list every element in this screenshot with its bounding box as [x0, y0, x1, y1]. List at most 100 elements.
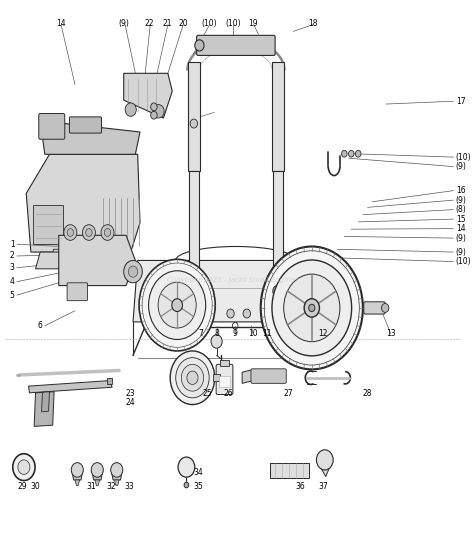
Text: (9): (9): [456, 162, 466, 171]
Circle shape: [227, 309, 234, 318]
Text: 32: 32: [106, 482, 116, 491]
Polygon shape: [59, 235, 136, 286]
FancyBboxPatch shape: [69, 117, 101, 133]
Text: (9): (9): [456, 234, 466, 242]
Circle shape: [341, 151, 347, 157]
Text: 3: 3: [10, 263, 15, 272]
Text: (10): (10): [456, 257, 471, 266]
Text: 12: 12: [319, 329, 328, 338]
Circle shape: [190, 119, 198, 128]
Bar: [33, 204, 64, 244]
Text: 1: 1: [10, 240, 15, 249]
Circle shape: [91, 463, 103, 477]
Circle shape: [148, 271, 206, 339]
Bar: [213, 375, 220, 381]
Circle shape: [211, 335, 222, 348]
Text: 30: 30: [31, 482, 40, 491]
Circle shape: [67, 228, 73, 236]
Text: 29: 29: [18, 482, 27, 491]
Circle shape: [187, 371, 198, 385]
Circle shape: [158, 282, 196, 328]
Text: 26: 26: [223, 389, 233, 398]
Polygon shape: [34, 392, 54, 426]
Text: 34: 34: [193, 468, 203, 477]
Polygon shape: [72, 470, 83, 480]
Text: (9): (9): [456, 195, 466, 204]
Circle shape: [261, 246, 363, 370]
Circle shape: [128, 266, 137, 277]
Circle shape: [191, 310, 197, 317]
Circle shape: [124, 260, 142, 283]
Circle shape: [18, 460, 30, 474]
Polygon shape: [28, 381, 112, 393]
Text: 6: 6: [37, 321, 43, 330]
Bar: [107, 379, 112, 384]
Circle shape: [304, 298, 319, 317]
Circle shape: [125, 103, 137, 116]
Circle shape: [317, 450, 333, 470]
Text: 36: 36: [295, 482, 305, 491]
Text: 13: 13: [386, 329, 395, 338]
Polygon shape: [75, 480, 80, 486]
Circle shape: [243, 309, 250, 318]
Circle shape: [382, 304, 389, 312]
Circle shape: [178, 457, 195, 477]
Polygon shape: [133, 260, 319, 322]
FancyBboxPatch shape: [39, 114, 65, 139]
Text: (9): (9): [118, 18, 129, 27]
Text: 35: 35: [193, 482, 203, 491]
Text: (10): (10): [456, 153, 471, 162]
Text: 11: 11: [262, 329, 272, 338]
Bar: [270, 463, 310, 478]
Circle shape: [176, 358, 209, 398]
Text: 33: 33: [125, 482, 135, 491]
Bar: [273, 171, 283, 328]
Text: 37: 37: [319, 482, 328, 491]
Text: 7: 7: [198, 329, 203, 338]
Text: 20: 20: [178, 18, 188, 27]
Text: 9: 9: [233, 329, 237, 338]
Text: (8): (8): [456, 205, 466, 214]
Circle shape: [151, 111, 157, 119]
Text: 28: 28: [363, 389, 372, 398]
Circle shape: [139, 259, 215, 351]
Circle shape: [64, 225, 77, 240]
FancyBboxPatch shape: [197, 35, 275, 55]
FancyBboxPatch shape: [53, 249, 71, 267]
Polygon shape: [124, 73, 172, 118]
Polygon shape: [40, 121, 140, 155]
Text: 31: 31: [87, 482, 97, 491]
Circle shape: [111, 463, 123, 477]
Circle shape: [189, 286, 199, 297]
Polygon shape: [317, 460, 333, 477]
Circle shape: [101, 225, 114, 240]
Bar: [273, 62, 284, 171]
Text: 27: 27: [284, 389, 293, 398]
Circle shape: [309, 304, 315, 311]
Text: 8: 8: [214, 329, 219, 338]
Circle shape: [272, 260, 352, 356]
Text: 19: 19: [248, 18, 258, 27]
Circle shape: [170, 351, 215, 404]
Text: 21: 21: [162, 18, 172, 27]
Bar: [219, 376, 229, 388]
Text: 18: 18: [308, 18, 318, 27]
Polygon shape: [26, 155, 140, 252]
FancyBboxPatch shape: [364, 302, 385, 314]
Circle shape: [348, 151, 354, 157]
Circle shape: [82, 225, 95, 240]
Polygon shape: [114, 480, 119, 486]
Text: 2: 2: [10, 251, 15, 260]
Circle shape: [153, 105, 164, 118]
Text: 14: 14: [56, 18, 66, 27]
Circle shape: [195, 40, 204, 51]
FancyBboxPatch shape: [251, 369, 286, 384]
Text: 23: 23: [126, 389, 136, 398]
Circle shape: [284, 274, 340, 342]
Text: 10: 10: [248, 329, 258, 338]
Text: Copyright 2023 - Jacks Small Engines: Copyright 2023 - Jacks Small Engines: [167, 277, 299, 283]
Polygon shape: [91, 470, 103, 480]
Text: (9): (9): [456, 248, 466, 256]
Circle shape: [13, 454, 35, 480]
Circle shape: [356, 151, 361, 157]
